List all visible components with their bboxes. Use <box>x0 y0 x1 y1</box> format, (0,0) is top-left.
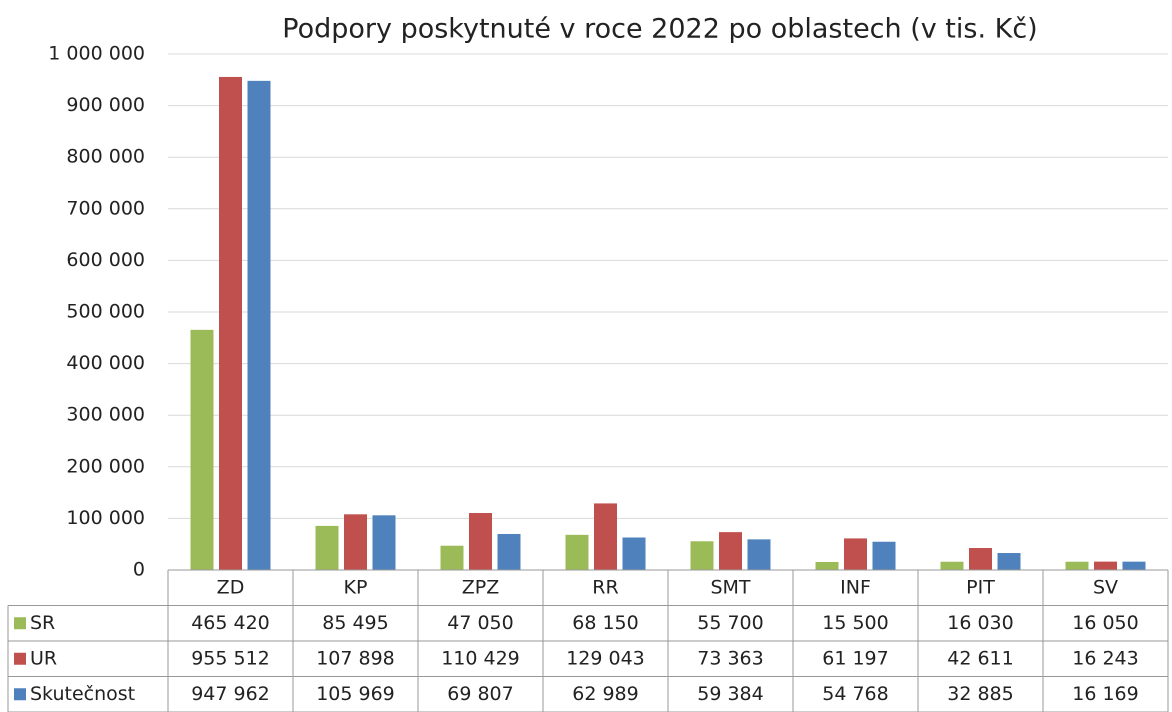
bar <box>315 525 339 570</box>
table-value: 62 989 <box>572 683 638 705</box>
legend-label: UR <box>30 647 57 669</box>
table-value: 16 243 <box>1072 647 1138 669</box>
bar <box>469 513 492 570</box>
x-tick-label: KP <box>344 576 368 598</box>
y-tick-label: 700 000 <box>66 197 145 219</box>
bar <box>997 553 1021 570</box>
table-value: 105 969 <box>316 683 395 705</box>
table-value: 54 768 <box>822 683 888 705</box>
bar <box>594 503 617 570</box>
x-tick-label: INF <box>840 576 871 598</box>
bar <box>219 76 242 570</box>
bar <box>969 548 992 570</box>
table-value: 465 420 <box>191 612 270 634</box>
legend-key <box>14 688 26 701</box>
bar <box>372 515 396 570</box>
table-value: 73 363 <box>697 647 763 669</box>
y-tick-label: 500 000 <box>66 301 145 323</box>
bar <box>497 533 521 570</box>
chart-title: Podpory poskytnuté v roce 2022 po oblast… <box>282 14 1037 45</box>
x-tick-label: SMT <box>710 576 750 598</box>
y-tick-label: 1 000 000 <box>48 43 145 65</box>
table-value: 55 700 <box>697 612 763 634</box>
table-value: 16 030 <box>947 612 1013 634</box>
bar <box>872 541 896 570</box>
legend-label: Skutečnost <box>30 683 135 705</box>
bar <box>690 541 714 570</box>
bar <box>747 539 771 570</box>
y-tick-label: 300 000 <box>66 404 145 426</box>
bar <box>440 545 464 570</box>
y-tick-label: 200 000 <box>66 455 145 477</box>
y-tick-label: 0 <box>133 559 145 581</box>
table-value: 68 150 <box>572 612 638 634</box>
table-value: 42 611 <box>947 647 1013 669</box>
table-value: 59 384 <box>697 683 763 705</box>
x-tick-label: SV <box>1093 576 1118 598</box>
bar <box>1065 561 1089 570</box>
legend-label: SR <box>30 612 55 634</box>
y-tick-label: 400 000 <box>66 352 145 374</box>
legend-key <box>14 652 26 665</box>
table-value: 955 512 <box>191 647 270 669</box>
table-value: 947 962 <box>191 683 270 705</box>
x-tick-label: PIT <box>966 576 995 598</box>
table-value: 110 429 <box>441 647 520 669</box>
table-value: 61 197 <box>822 647 888 669</box>
bar <box>844 538 867 570</box>
table-value: 107 898 <box>316 647 395 669</box>
bar <box>622 537 646 570</box>
y-tick-label: 800 000 <box>66 146 145 168</box>
y-tick-label: 900 000 <box>66 94 145 116</box>
legend-key <box>14 617 26 630</box>
bar <box>247 80 271 570</box>
table-value: 32 885 <box>947 683 1013 705</box>
bar <box>815 562 839 570</box>
bar <box>1122 561 1146 570</box>
x-tick-label: ZPZ <box>462 576 500 598</box>
table-value: 16 169 <box>1072 683 1138 705</box>
bar <box>565 534 589 570</box>
bar <box>344 514 367 570</box>
y-tick-label: 600 000 <box>66 249 145 271</box>
bar <box>719 532 742 570</box>
bar <box>1094 561 1117 570</box>
table-value: 129 043 <box>566 647 645 669</box>
table-value: 16 050 <box>1072 612 1138 634</box>
table-value: 85 495 <box>322 612 388 634</box>
y-tick-label: 100 000 <box>66 507 145 529</box>
bar <box>190 329 214 570</box>
table-value: 47 050 <box>447 612 513 634</box>
table-value: 69 807 <box>447 683 513 705</box>
bar <box>940 561 964 570</box>
x-tick-label: RR <box>592 576 618 598</box>
x-tick-label: ZD <box>217 576 245 598</box>
table-value: 15 500 <box>822 612 888 634</box>
